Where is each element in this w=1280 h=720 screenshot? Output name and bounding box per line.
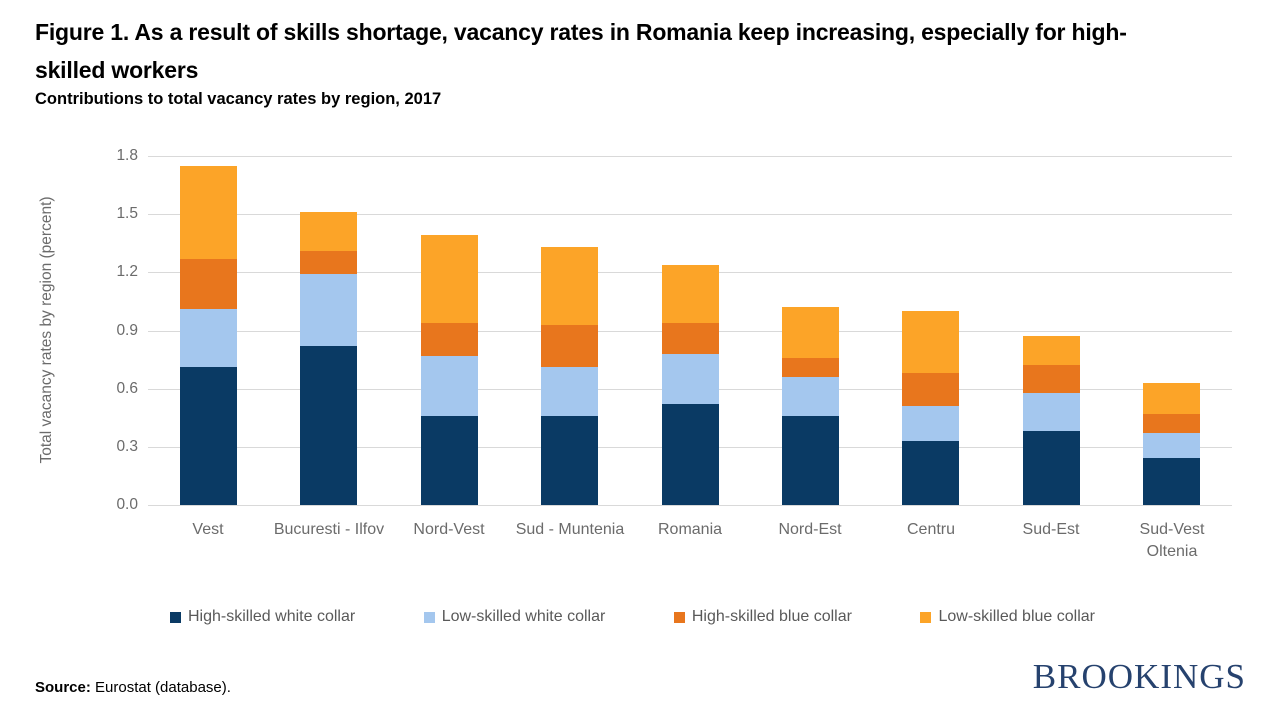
gridline [148, 156, 1232, 157]
bar-segment [1143, 414, 1200, 433]
bar-segment [300, 274, 357, 346]
x-axis-label: Nord-Vest [413, 521, 485, 538]
x-axis-label: Vest [192, 521, 224, 538]
x-axis-label: Sud-Est [1022, 521, 1080, 538]
legend-label: Low-skilled blue collar [938, 608, 1095, 625]
bar-segment [1023, 336, 1080, 365]
bar-segment [662, 323, 719, 354]
bar-segment [421, 235, 478, 323]
bar-segment [421, 356, 478, 416]
source-note: Source: Eurostat (database). [35, 679, 231, 696]
legend-label: Low-skilled white collar [441, 608, 606, 625]
bar-segment [662, 404, 719, 505]
bar-segment [902, 373, 959, 406]
bar-segment [1023, 393, 1080, 431]
bar-segment [1143, 433, 1200, 458]
legend-swatch-icon [673, 611, 685, 623]
bar-segment [662, 354, 719, 404]
legend-label: High-skilled blue collar [691, 608, 852, 625]
x-axis-label: Nord-Est [778, 521, 842, 538]
source-text: Eurostat (database). [90, 679, 231, 696]
bar-segment [300, 346, 357, 505]
bar-segment [782, 416, 839, 505]
bar-sud-est [1023, 336, 1080, 505]
bar-bucuresti-ilfov [300, 212, 357, 505]
bar-segment [421, 416, 478, 505]
bar-sud-muntenia [541, 247, 598, 505]
bar-segment [1143, 458, 1200, 505]
bar-segment [1023, 431, 1080, 505]
legend-item: High-skilled blue collar [673, 608, 852, 626]
x-axis-label: Sud - Muntenia [515, 521, 625, 538]
legend-item: Low-skilled blue collar [920, 608, 1095, 626]
figure-title-line-1: Figure 1. As a result of skills shortage… [35, 19, 1127, 45]
bar-segment [541, 325, 598, 367]
bar-sud-vest-oltenia [1143, 383, 1200, 505]
bar-segment [541, 416, 598, 505]
bar-segment [541, 367, 598, 416]
legend-label: High-skilled white collar [188, 608, 356, 625]
y-tick-label: 0.9 [116, 322, 138, 339]
brookings-logo: BROOKINGS [1032, 657, 1246, 696]
legend-item: High-skilled white collar [170, 608, 355, 626]
bar-segment [902, 441, 959, 505]
bar-segment [662, 265, 719, 323]
y-tick-label: 0.3 [116, 438, 138, 455]
gridline [148, 214, 1232, 215]
bar-segment [180, 259, 237, 309]
bar-segment [421, 323, 478, 356]
y-tick-label: 0.6 [116, 380, 138, 397]
figure-subtitle: Contributions to total vacancy rates by … [35, 90, 442, 108]
x-axis-label: Centru [906, 521, 956, 538]
bar-segment [1023, 365, 1080, 393]
bar-segment [1143, 383, 1200, 414]
bar-nord-vest [421, 235, 478, 505]
bar-segment [902, 311, 959, 373]
plot-area [148, 156, 1232, 506]
y-axis-title: Total vacancy rates by region (percent) [38, 196, 55, 464]
chart-legend: High-skilled white collar Low-skilled whi… [170, 608, 1095, 626]
bar-segment [180, 166, 237, 259]
bar-segment [180, 309, 237, 367]
bar-segment [782, 377, 839, 416]
bar-segment [782, 358, 839, 377]
legend-swatch-icon [423, 611, 435, 623]
bar-segment [180, 367, 237, 505]
y-tick-label: 0.0 [116, 496, 138, 513]
bar-segment [541, 247, 598, 325]
bar-vest [180, 166, 237, 505]
legend-swatch-icon [920, 611, 932, 623]
y-tick-label: 1.2 [116, 263, 138, 280]
y-tick-label: 1.8 [116, 147, 138, 164]
bar-segment [782, 307, 839, 358]
legend-swatch-icon [170, 611, 181, 623]
y-tick-label: 1.5 [116, 205, 138, 222]
bar-segment [300, 212, 357, 251]
figure-title-line-2: skilled workers [35, 57, 199, 83]
source-label: Source: [35, 679, 91, 696]
bar-centru [902, 311, 959, 505]
gridline [148, 505, 1232, 506]
bar-segment [902, 406, 959, 441]
x-axis-label: Sud-Vest Oltenia [1139, 521, 1205, 560]
legend-item: Low-skilled white collar [423, 608, 606, 626]
x-axis-label: Romania [657, 521, 723, 538]
x-axis-label: Bucuresti - Ilfov [273, 521, 385, 538]
bar-nord-est [782, 307, 839, 505]
bar-segment [300, 251, 357, 274]
bar-romania [662, 265, 719, 505]
